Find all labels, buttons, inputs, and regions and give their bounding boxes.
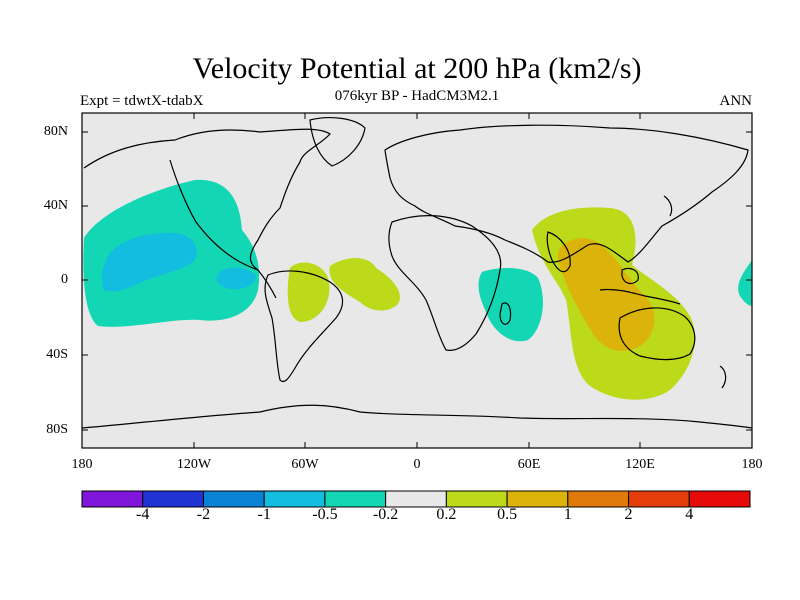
maritime-positive-inner — [557, 238, 655, 351]
xtick-label: 180 — [741, 457, 763, 472]
pacific-negative-inner — [101, 232, 198, 292]
xtick-label: 120W — [176, 457, 212, 472]
colorbar-swatch — [202, 490, 265, 508]
borneo-coast — [621, 267, 639, 285]
atlantic-positive — [329, 258, 400, 311]
greenland-coast — [309, 117, 366, 167]
japan-coast — [663, 195, 673, 217]
north-america-west-coast — [169, 159, 259, 271]
dateline-negative — [738, 260, 752, 306]
eurasia-coast — [384, 124, 749, 263]
colorbar-tick-label: -4 — [136, 506, 150, 523]
colorbar-tick-label: -1 — [257, 506, 271, 523]
map-title: Velocity Potential at 200 hPa (km2/s) — [192, 52, 642, 85]
xtick-label: 120E — [625, 457, 655, 472]
ytick-label: 0 — [61, 272, 68, 287]
indian-ocean-negative — [478, 268, 543, 342]
ytick-label: 80N — [43, 124, 68, 139]
madagascar-coast — [499, 302, 512, 325]
xtick-label: 0 — [413, 457, 421, 472]
south-america-positive — [287, 262, 330, 322]
colorbar — [81, 490, 751, 508]
colorbar-swatch — [445, 490, 508, 508]
xtick-label: 180 — [71, 457, 93, 472]
colorbar-swatch — [385, 490, 447, 508]
colorbar-tick-label: -2 — [196, 506, 211, 523]
colorbar-tick-label: 4 — [685, 506, 694, 523]
antarctica-coast — [81, 404, 753, 429]
colorbar-tick-label: 1 — [563, 506, 572, 523]
coastlines — [81, 117, 753, 429]
contour-fills — [83, 179, 752, 400]
south-america-coast — [264, 270, 344, 383]
colorbar-swatch — [567, 490, 630, 508]
india-coast — [546, 231, 571, 273]
ytick-label: 40N — [43, 198, 68, 213]
australia-coast — [618, 307, 696, 361]
colorbar-swatch — [324, 490, 387, 508]
map-subtitle: 076kyr BP - HadCM3M2.1 — [334, 88, 500, 104]
colorbar-swatch — [688, 490, 751, 508]
axis-ticks — [81, 113, 753, 448]
pacific-negative-inner2 — [216, 267, 256, 290]
colorbar-swatch — [628, 490, 690, 508]
colorbar-swatch — [81, 490, 144, 508]
colorbar-swatch — [506, 490, 569, 508]
africa-coast — [388, 215, 502, 351]
colorbar-tick-label: -0.5 — [312, 506, 338, 523]
experiment-label: Expt = tdwtX-tdabX — [80, 93, 204, 109]
xtick-label: 60W — [291, 457, 319, 472]
colorbar-swatch — [142, 490, 204, 508]
ytick-label: 40S — [46, 347, 68, 362]
indonesia-coast — [599, 288, 681, 305]
xtick-label: 60E — [517, 457, 541, 472]
colorbar-swatch — [263, 490, 326, 508]
north-america-coast — [83, 128, 331, 299]
map-panel — [81, 112, 753, 449]
colorbar-tick-label: 2 — [624, 506, 633, 523]
season-label: ANN — [719, 93, 753, 109]
new-zealand-coast — [719, 365, 727, 389]
ytick-label: 80S — [46, 422, 68, 437]
colorbar-tick-label: 0.5 — [497, 506, 518, 523]
colorbar-tick-label: 0.2 — [436, 506, 457, 523]
colorbar-tick-label: -0.2 — [372, 506, 399, 523]
